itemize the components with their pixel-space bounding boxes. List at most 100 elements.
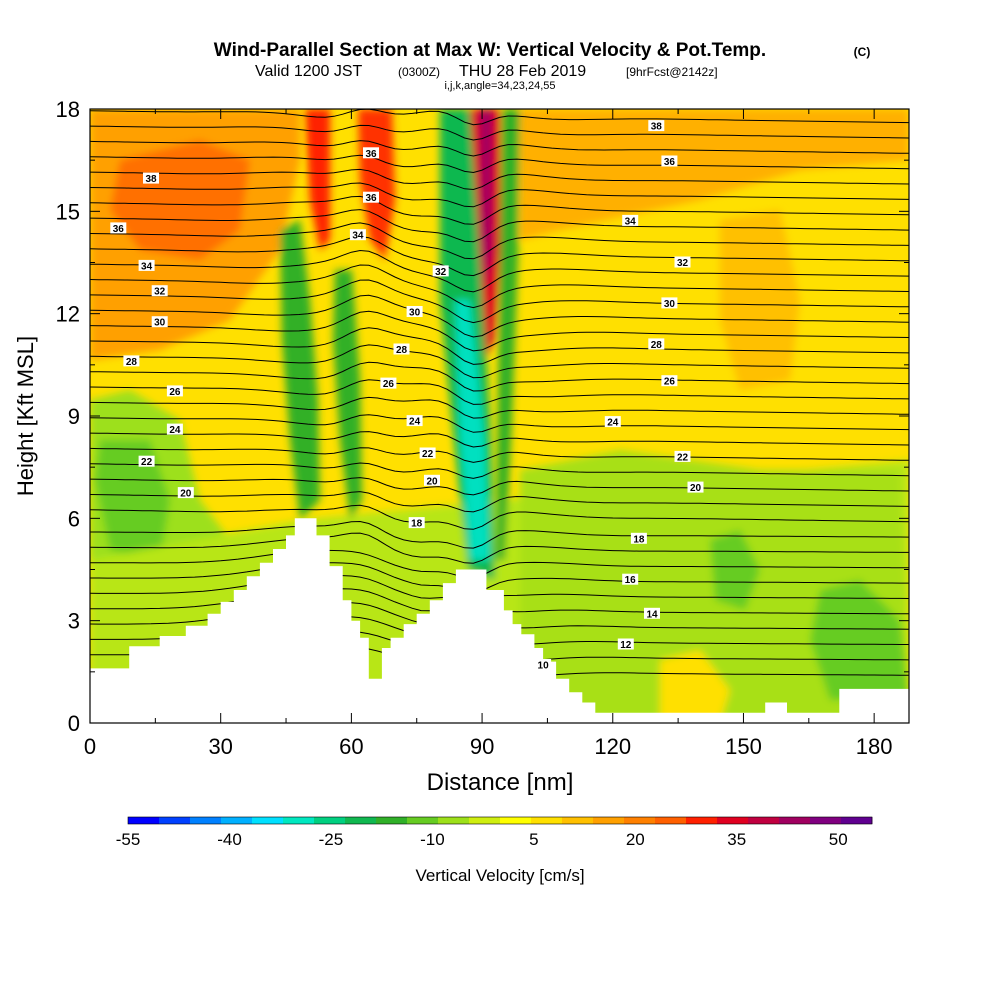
isentrope-line [90,327,909,365]
isentrope-label-text: 20 [426,476,438,487]
y-tick-label: 9 [68,404,80,429]
isentrope-label-bg [432,265,449,277]
isentrope-label-text: 26 [664,377,676,388]
isentrope-line [90,264,909,309]
isentrope-label: 22 [138,455,155,468]
isentrope-label-text: 32 [435,267,447,278]
x-tick-label: 120 [594,734,631,759]
isentrope-label: 22 [419,447,436,460]
isentrope-line [90,477,909,496]
colorbar-swatch [810,817,842,824]
isentrope-line [90,344,909,379]
isentrope-label-text: 32 [677,258,689,269]
isentrope-label-bg [630,532,647,544]
colorbar-swatch [128,817,160,824]
isentrope-label-text: 24 [169,425,181,436]
isentrope-label: 18 [630,532,647,545]
isentrope-label-bg [674,450,691,462]
isentrope-label-text: 34 [625,216,637,227]
isentrope-label: 24 [406,415,423,428]
y-tick-label: 15 [56,199,80,224]
isentrope-line [90,124,909,141]
isentrope-label-text: 20 [180,489,192,500]
isentrope-label-bg [408,517,425,529]
isentrope-label: 38 [143,172,159,185]
isentrope-label: 32 [674,256,691,269]
section-params: i,j,k,angle=34,23,24,55 [444,80,555,92]
isentrope-label: 32 [432,265,449,278]
isentrope-line [90,504,909,530]
colorbar-swatch [686,817,718,824]
isentrope-label-bg [644,607,660,619]
isentrope-label: 28 [123,355,140,368]
isentrope-line [90,209,909,243]
isentrope-label-text: 30 [409,308,421,319]
y-tick-label: 6 [68,506,80,531]
plot-content: 38 36 34 32 30 28 26 24 22 20 36 36 34 32 30 28 26 24 22 20… [90,109,909,723]
isentrope-label-text: 34 [352,231,364,242]
isentrope-label-text: 34 [141,261,153,272]
isentrope-label-bg [151,285,168,297]
isentrope-line [90,520,909,549]
isentrope-label: 24 [166,423,183,436]
field-downdraft-green-4 [496,109,520,560]
isentrope-label: 30 [661,297,678,310]
isentrope-label-text: 38 [145,174,157,185]
chart-title: Wind-Parallel Section at Max W: Vertical… [214,40,766,61]
isentrope-label-text: 10 [538,661,550,672]
colorbar-tick-label: -40 [217,830,242,849]
isentrope-label-text: 30 [664,299,676,310]
colorbar-swatch [469,817,501,824]
x-tick-label: 30 [208,734,232,759]
valid-date: THU 28 Feb 2019 [459,63,586,80]
y-axis-label: Height [Kft MSL] [13,336,38,496]
isentrope-label-text: 36 [365,193,377,204]
isentrope-label: 26 [380,377,397,390]
y-tick-label: 3 [68,609,80,634]
field-upper-left-dark [110,140,250,260]
isentrope-line [90,379,909,405]
isentrope-label: 32 [151,285,168,298]
isentrope-label-text: 36 [365,149,377,160]
x-tick-label: 180 [856,734,893,759]
field-upper-right-orange [520,109,909,240]
colorbar-swatch [438,817,470,824]
field-updraft-dark-3 [480,109,492,290]
isentrope-line [90,491,909,513]
isentrope-line [90,532,909,564]
isentrope-label-text: 28 [396,345,408,356]
field-downdraft-cyan [455,300,490,560]
x-axis: 0 30 60 90 120 150 180 [84,109,893,759]
isentrope-line [90,396,909,419]
colorbar-swatch [655,817,687,824]
isentrope-label: 18 [408,517,425,530]
isentrope-label-text: 28 [126,357,138,368]
isentrope-label: 12 [617,638,634,651]
isentrope-label-text: 16 [625,575,637,586]
isentrope-label-bg [166,385,183,397]
isentrope-line [90,109,909,126]
colorbar-swatch [562,817,594,824]
colorbar-swatch [841,817,873,824]
isentrope-label-bg [661,375,678,387]
colorbar-swatch [159,817,191,824]
isentrope-label-bg [380,377,397,389]
isentrope-label-text: 14 [646,609,658,620]
isentrope-label: 30 [151,316,168,329]
isentrope-label-bg [349,229,366,241]
field-bottom-right-green [810,580,909,700]
isentrope-label: 22 [674,450,691,463]
colorbar-tick-label: 5 [529,830,538,849]
isentrope-line [90,140,909,157]
isentrope-line [90,279,909,324]
colorbar-swatch [314,817,346,824]
colorbar-tick-label: 50 [829,830,848,849]
isentrope-label: 14 [644,607,660,620]
isentrope-label: 26 [166,385,183,398]
isentrope-label-bg [661,155,678,167]
isentrope-label-bg [138,455,155,467]
isentrope-line [90,462,909,479]
isentrope-label: 16 [622,573,639,586]
